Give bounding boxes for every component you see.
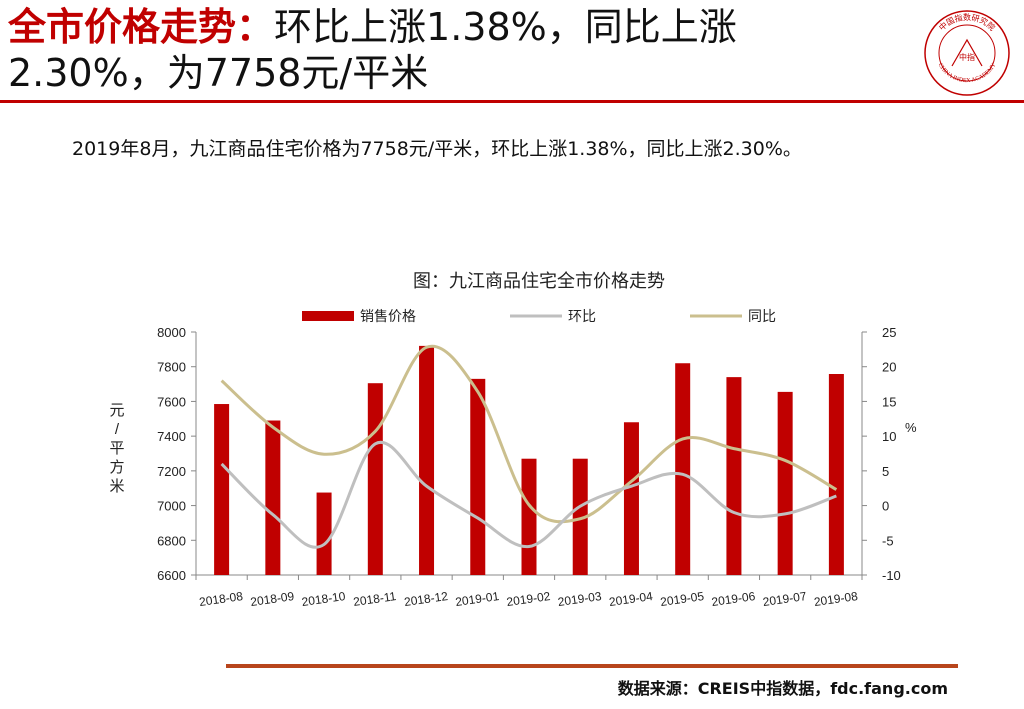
price-bar [828,374,844,575]
price-bar [777,391,793,575]
price-bar [726,377,742,575]
x-tick-label: 2018-08 [198,589,244,609]
title-line1: 环比上涨1.38%，同比上涨 [274,5,737,49]
right-tick-label: -10 [882,568,901,583]
right-tick-label: 10 [882,429,896,444]
china-index-academy-seal: 中国指数研究院 CHINA INDEX ACADEMY 中指 [924,10,1010,96]
mom-line [220,440,837,549]
x-tick-label: 2019-03 [557,589,603,609]
price-bar [470,378,486,575]
legend-label-2: 同比 [748,308,776,324]
right-tick-label: 15 [882,394,896,409]
page-title: 全市价格走势：环比上涨1.38%，同比上涨 2.30%，为7758元/平米 [8,4,888,96]
x-tick-label: 2019-06 [711,589,757,609]
x-tick-label: 2019-08 [813,589,859,609]
right-tick-label: 0 [882,499,889,514]
x-tick-label: 2018-10 [301,589,347,609]
x-tick-label: 2019-01 [454,589,500,609]
left-tick-label: 8000 [157,325,186,340]
left-tick-label: 7200 [157,464,186,479]
left-tick-label: 6800 [157,533,186,548]
left-axis-label-char: 平 [109,440,124,457]
right-tick-label: 20 [882,360,896,375]
right-tick-label: -5 [882,533,894,548]
left-tick-label: 6600 [157,568,186,583]
left-tick-label: 7000 [157,499,186,514]
title-highlight: 全市价格走势： [8,5,275,49]
x-tick-label: 2018-12 [403,589,449,609]
price-bar [572,458,588,575]
seal-center-text: 中指 [959,52,975,62]
left-axis-label-char: / [115,421,120,438]
x-tick-label: 2019-05 [659,589,705,609]
svg-text:CHINA INDEX ACADEMY: CHINA INDEX ACADEMY [937,62,998,84]
left-tick-label: 7600 [157,394,186,409]
left-tick-label: 7400 [157,429,186,444]
left-axis-label-char: 米 [109,478,124,495]
seal-arc-text: CHINA INDEX ACADEMY [937,62,998,84]
svg-text:中国指数研究院: 中国指数研究院 [937,12,998,33]
price-bar [623,422,639,575]
price-bar [419,345,435,575]
price-bar [521,458,537,575]
title-line2: 2.30%，为7758元/平米 [8,51,429,95]
x-tick-label: 2019-04 [608,589,654,609]
x-tick-label: 2018-11 [352,589,397,609]
x-tick-label: 2018-09 [250,589,296,609]
chart-title: 图：九江商品住宅全市价格走势 [413,271,665,291]
x-tick-label: 2019-07 [762,589,808,609]
legend-label-1: 环比 [568,308,596,324]
footer-divider [226,664,958,668]
price-bar [675,363,691,575]
right-tick-label: 25 [882,325,896,340]
right-tick-label: 5 [882,464,889,479]
price-bar [316,492,332,575]
price-bar [265,420,281,575]
x-tick-label: 2019-02 [506,589,552,609]
seal-top-text: 中国指数研究院 [937,12,998,33]
price-bar [367,383,383,575]
yoy-line [220,344,838,524]
left-axis-label-char: 方 [109,459,124,476]
left-axis-label-char: 元 [109,402,124,419]
price-bar [214,404,230,575]
legend-label-0: 销售价格 [360,308,416,324]
left-tick-label: 7800 [157,360,186,375]
legend-swatch-0 [302,311,354,321]
data-source: 数据来源：CREIS中指数据，fdc.fang.com [617,679,948,698]
header-divider [0,100,1024,103]
right-axis-label: % [905,420,917,435]
summary-text: 2019年8月，九江商品住宅价格为7758元/平米，环比上涨1.38%，同比上涨… [72,138,802,160]
